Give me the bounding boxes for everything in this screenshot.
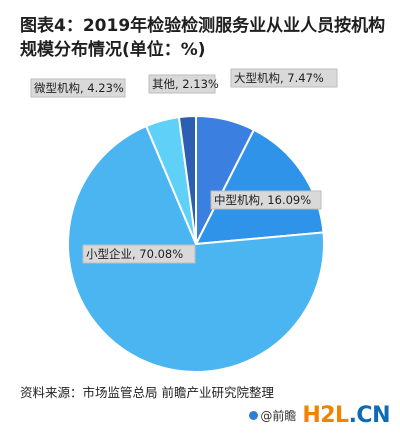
brand-domain: H2L.CN [302, 403, 390, 428]
brand-logo-icon [249, 411, 259, 420]
pie-slice [194, 128, 325, 246]
slice-label: 中型机构, 16.09% [210, 190, 322, 210]
slice-label-box [82, 244, 196, 264]
slice-label: 大型机构, 7.47% [230, 68, 338, 88]
pie-slice [177, 114, 197, 245]
slice-label-text: 微型机构, 4.23% [34, 81, 124, 95]
brand-watermark: @前瞻 H2L.CN [249, 403, 391, 428]
slice-label-box [230, 68, 338, 88]
slice-label-box [30, 78, 126, 98]
pie-chart: 大型机构, 7.47% 中型机构, 16.09% 小型企业, 70.08% 微型机构,… [30, 68, 338, 373]
pie-slice [67, 124, 325, 373]
slice-label-text: 其他, 2.13% [152, 77, 219, 91]
chart-title-line-2: 规模分布情况(单位：%) [20, 40, 206, 60]
slice-label-text: 小型企业, 70.08% [86, 247, 183, 261]
chart-title-line-1: 图表4：2019年检验检测服务业从业人员按机构 [20, 16, 386, 36]
slice-label-text: 中型机构, 16.09% [214, 193, 311, 207]
brand-domain-main: H2L [302, 403, 349, 428]
slice-label-box [148, 74, 216, 94]
chart-title: 图表4：2019年检验检测服务业从业人员按机构 规模分布情况(单位：%) [20, 14, 386, 62]
slice-label: 微型机构, 4.23% [30, 78, 126, 98]
slice-label: 其他, 2.13% [148, 74, 219, 94]
brand-domain-suffix: .CN [348, 403, 391, 428]
brand-name: @前瞻 [260, 409, 297, 423]
slice-label-text: 大型机构, 7.47% [234, 71, 324, 85]
slice-label: 小型企业, 70.08% [82, 244, 196, 264]
slice-label-box [210, 190, 322, 210]
source-note: 资料来源：市场监管总局 前瞻产业研究院整理 [20, 385, 274, 400]
